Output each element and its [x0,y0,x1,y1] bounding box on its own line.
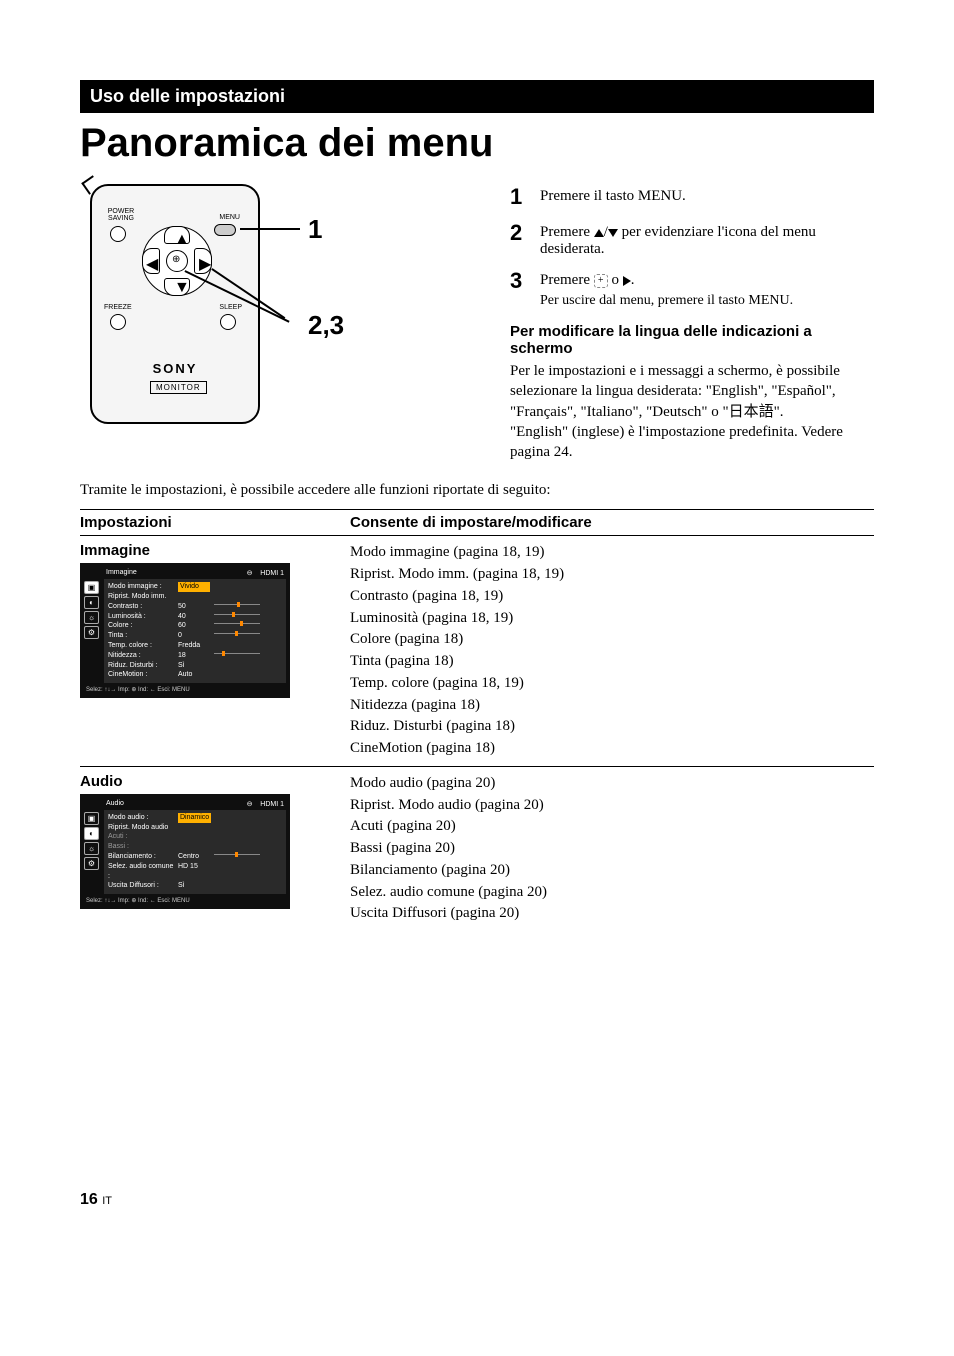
step-number: 2 [510,220,530,258]
plus-center-icon: ⊕ [172,254,180,265]
osd-nav-icon: ☼ [84,842,99,855]
arrow-left-icon: ◀ [146,254,158,274]
desc-item: Bassi (pagina 20) [350,838,874,860]
menu-button [214,224,236,236]
power-saving-label: POWER SAVING [104,208,138,222]
step-text: Premere + o .Per uscire dal menu, premer… [540,268,793,309]
desc-item: Luminosità (pagina 18, 19) [350,608,874,630]
power-saving-button [110,226,126,242]
step-text: Premere / per evidenziare l'icona del me… [540,220,874,258]
lang-para-1: Per le impostazioni e i messaggi a scher… [510,361,874,422]
desc-item: Riprist. Modo imm. (pagina 18, 19) [350,564,874,586]
col-head-desc: Consente di impostare/modificare [350,514,874,531]
step: 2 Premere / per evidenziare l'icona del m… [510,220,874,258]
desc-item: Riprist. Modo audio (pagina 20) [350,795,874,817]
desc-item: Selez. audio comune (pagina 20) [350,882,874,904]
sleep-label: SLEEP [219,304,242,311]
desc-item: Temp. colore (pagina 18, 19) [350,673,874,695]
arrow-up-icon: ▲ [174,231,190,249]
osd-nav-icon: ▣ [84,812,99,825]
freeze-label: FREEZE [104,304,132,311]
callout-1: 1 [308,214,322,245]
step-sub: Per uscire dal menu, premere il tasto ME… [540,293,793,309]
osd-nav-icon: ◐ [84,596,99,609]
table-row: ImmagineImmagine⊖ HDMI 1▣◐☼⚙Modo immagin… [80,536,874,767]
page-number: 16 IT [80,1191,874,1209]
desc-item: Tinta (pagina 18) [350,651,874,673]
arrow-down-icon: ▼ [174,279,190,297]
osd-screenshot: Immagine⊖ HDMI 1▣◐☼⚙Modo immagine :Vivid… [80,563,290,698]
step: 3Premere + o .Per uscire dal menu, preme… [510,268,874,309]
desc-item: Acuti (pagina 20) [350,816,874,838]
freeze-button [110,314,126,330]
step-text: Premere il tasto MENU. [540,184,686,210]
page-title: Panoramica dei menu [80,121,874,166]
table-row: AudioAudio⊖ HDMI 1▣◐☼⚙Modo audio :Dinami… [80,767,874,931]
desc-item: Colore (pagina 18) [350,629,874,651]
section-banner: Uso delle impostazioni [80,80,874,113]
lang-para-2: "English" (inglese) è l'impostazione pre… [510,422,874,463]
setting-title: Audio [80,773,350,790]
osd-nav-icon: ⚙ [84,626,99,639]
osd-screenshot: Audio⊖ HDMI 1▣◐☼⚙Modo audio :DinamicoRip… [80,794,290,909]
intro-para: Tramite le impostazioni, è possibile acc… [80,482,874,499]
step: 1 Premere il tasto MENU. [510,184,874,210]
desc-item: Modo immagine (pagina 18, 19) [350,542,874,564]
col-head-settings: Impostazioni [80,514,350,531]
step-number: 3 [510,268,530,309]
desc-item: Contrasto (pagina 18, 19) [350,586,874,608]
lang-heading: Per modificare la lingua delle indicazio… [510,323,874,357]
osd-nav-icon: ⚙ [84,857,99,870]
osd-nav-icon: ☼ [84,611,99,624]
callout-2-3: 2,3 [308,310,344,341]
desc-item: Bilanciamento (pagina 20) [350,860,874,882]
osd-nav-icon: ◐ [84,827,99,840]
sony-logo: SONY [92,361,258,376]
desc-item: Nitidezza (pagina 18) [350,695,874,717]
desc-item: CineMotion (pagina 18) [350,738,874,760]
monitor-label: MONITOR [150,381,207,394]
sleep-button [220,314,236,330]
arrow-right-icon: ▶ [199,254,211,274]
setting-desc: Modo immagine (pagina 18, 19)Riprist. Mo… [350,542,874,760]
step-number: 1 [510,184,530,210]
osd-nav-icon: ▣ [84,581,99,594]
desc-item: Modo audio (pagina 20) [350,773,874,795]
remote-illustration: POWER SAVING MENU ▲ ▼ ◀ ▶ ⊕ FREEZE SLEEP [90,184,330,424]
desc-item: Riduz. Disturbi (pagina 18) [350,716,874,738]
setting-title: Immagine [80,542,350,559]
menu-label: MENU [219,214,240,221]
desc-item: Uscita Diffusori (pagina 20) [350,903,874,925]
setting-desc: Modo audio (pagina 20)Riprist. Modo audi… [350,773,874,925]
